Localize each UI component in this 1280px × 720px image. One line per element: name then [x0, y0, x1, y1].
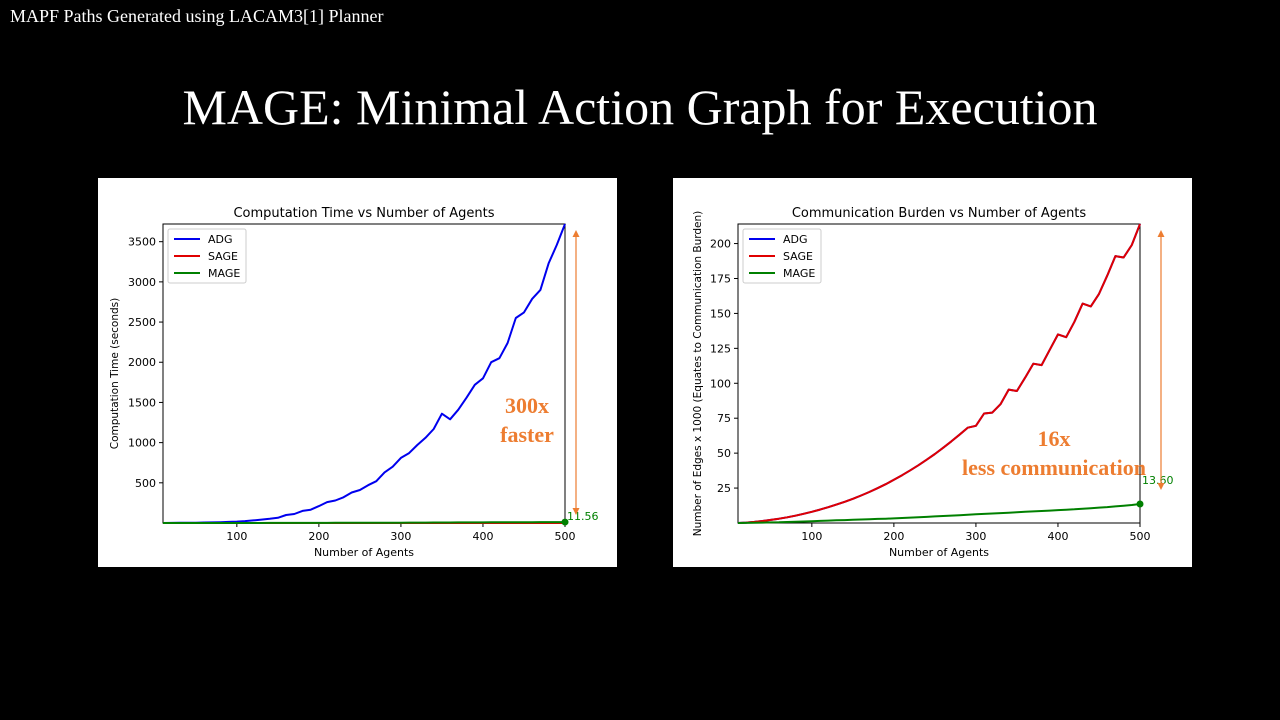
chart-title: Computation Time vs Number of Agents	[233, 206, 494, 221]
y-tick-label: 500	[135, 477, 156, 490]
y-tick-label: 3000	[128, 276, 156, 289]
legend-label-sage: SAGE	[208, 250, 238, 263]
x-tick-label: 400	[1047, 530, 1068, 543]
y-tick-label: 25	[717, 482, 731, 495]
y-tick-label: 3500	[128, 236, 156, 249]
y-tick-label: 125	[710, 342, 731, 355]
chart-title: Communication Burden vs Number of Agents	[792, 206, 1087, 221]
communication-burden-chart-panel: Communication Burden vs Number of Agents…	[673, 178, 1192, 567]
y-tick-label: 100	[710, 377, 731, 390]
legend-label-sage: SAGE	[783, 250, 813, 263]
legend-label-mage: MAGE	[783, 267, 815, 280]
legend-label-mage: MAGE	[208, 267, 240, 280]
y-tick-label: 1000	[128, 437, 156, 450]
plot-frame	[737, 223, 1141, 524]
y-tick-label: 1500	[128, 396, 156, 409]
mage-end-point	[561, 518, 569, 526]
x-tick-label: 200	[883, 530, 904, 543]
x-axis-label: Number of Agents	[889, 546, 989, 559]
y-tick-label: 2500	[128, 316, 156, 329]
y-tick-label: 175	[710, 272, 731, 285]
series-line-mage	[163, 521, 565, 524]
y-tick-label: 200	[710, 238, 731, 251]
x-axis-label: Number of Agents	[314, 546, 414, 559]
annotation-line-1: 300x	[505, 393, 549, 418]
slide-caption: MAPF Paths Generated using LACAM3[1] Pla…	[10, 6, 384, 26]
y-axis-label: Number of Edges x 1000 (Equates to Commu…	[692, 211, 704, 537]
mage-end-label: 11.56	[567, 510, 599, 523]
x-tick-label: 300	[390, 530, 411, 543]
x-tick-label: 500	[1130, 530, 1151, 543]
communication-burden-chart: Communication Burden vs Number of Agents…	[692, 206, 1174, 559]
y-tick-label: 75	[717, 412, 731, 425]
y-axis-label: Computation Time (seconds)	[109, 298, 121, 449]
series-line-adg	[162, 223, 566, 524]
x-tick-label: 100	[226, 530, 247, 543]
x-tick-label: 500	[555, 530, 576, 543]
annotation-line-2: faster	[500, 422, 554, 447]
slide-title: MAGE: Minimal Action Graph for Execution	[182, 79, 1098, 135]
mage-end-label: 13.60	[1142, 474, 1174, 487]
x-tick-label: 100	[801, 530, 822, 543]
x-tick-label: 300	[965, 530, 986, 543]
x-tick-label: 200	[308, 530, 329, 543]
series-line-sage	[737, 223, 1141, 524]
annotation-arrow-head-up	[572, 230, 580, 237]
x-tick-label: 400	[472, 530, 493, 543]
annotation-arrow-head-up	[1157, 230, 1165, 237]
computation-time-chart-panel: Computation Time vs Number of Agents 100 2…	[98, 178, 617, 567]
series-line-mage	[737, 503, 1141, 524]
legend-box	[167, 228, 247, 284]
legend-label-adg: ADG	[208, 233, 233, 246]
annotation-arrow-head-down	[572, 508, 580, 515]
legend-box	[742, 228, 822, 284]
y-tick-label: 2000	[128, 356, 156, 369]
annotation-line-2: less communication	[962, 455, 1146, 480]
mage-end-point	[1136, 500, 1144, 508]
legend-label-adg: ADG	[783, 233, 808, 246]
computation-time-chart: Computation Time vs Number of Agents 100 2…	[109, 206, 599, 559]
annotation-line-1: 16x	[1038, 426, 1071, 451]
y-tick-label: 150	[710, 307, 731, 320]
y-tick-label: 50	[717, 447, 731, 460]
annotation-arrow-head-down	[1157, 483, 1165, 490]
